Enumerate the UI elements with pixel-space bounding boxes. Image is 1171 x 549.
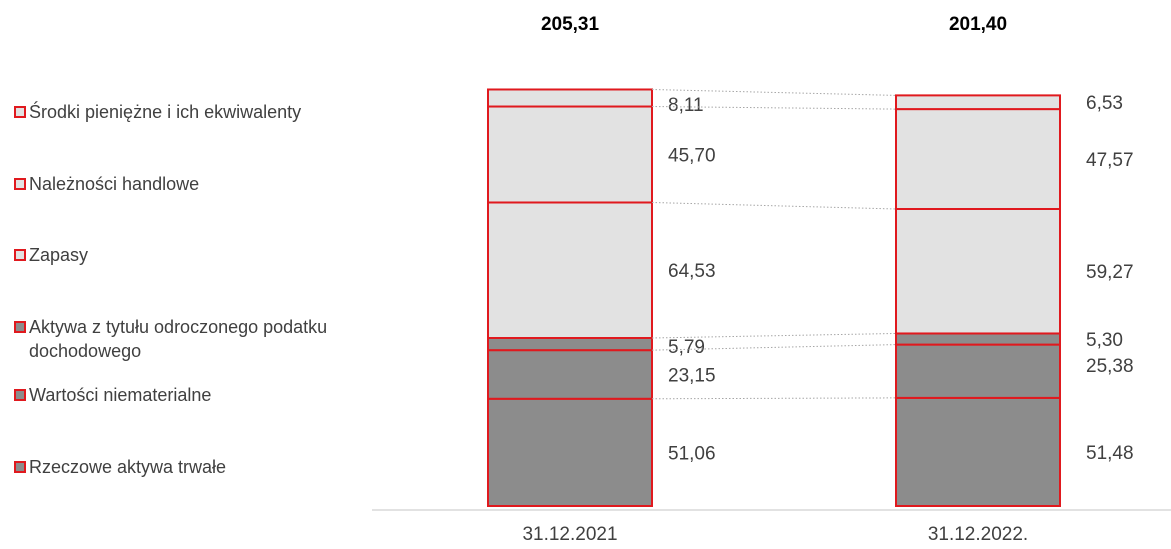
legend-item: Rzeczowe aktywa trwałe — [14, 455, 226, 479]
legend-label: Zapasy — [29, 245, 89, 265]
data-label: 8,11 — [668, 95, 704, 116]
legend-item: Należności handlowe — [14, 172, 199, 196]
data-label: 45,70 — [668, 146, 716, 167]
bar-segment — [487, 105, 653, 204]
data-label: 5,30 — [1086, 330, 1123, 351]
data-label: 23,15 — [668, 365, 716, 386]
connector-line — [651, 332, 897, 339]
legend-swatch — [14, 249, 26, 261]
connector-line — [651, 344, 897, 351]
category-label: 31.12.2021 — [522, 524, 617, 544]
data-label: 51,06 — [668, 443, 716, 464]
connector-line — [651, 106, 897, 110]
bar-segment — [895, 94, 1061, 111]
legend-swatch — [14, 178, 26, 190]
bar-segment — [895, 108, 1061, 210]
data-label: 25,38 — [1086, 356, 1134, 377]
bar-segment — [487, 201, 653, 339]
legend-item: Wartości niematerialne — [14, 383, 211, 407]
total-label: 205,31 — [541, 14, 600, 35]
legend-label: Należności handlowe — [29, 174, 200, 194]
legend-item: Aktywa z tytułu odroczonego podatku doch… — [14, 315, 349, 363]
bar-segment — [895, 396, 1061, 507]
bar-segment — [895, 332, 1061, 346]
legend-label: Środki pieniężne i ich ekwiwalenty — [29, 102, 302, 122]
chart-legend: Środki pieniężne i ich ekwiwalenty Należn… — [14, 0, 374, 544]
connector-line — [651, 88, 897, 96]
connector-line — [651, 201, 897, 210]
total-label: 201,40 — [949, 14, 1007, 35]
data-label: 51,48 — [1086, 443, 1134, 464]
legend-swatch — [14, 461, 26, 473]
bar-segment — [487, 397, 653, 507]
legend-swatch — [14, 321, 26, 333]
legend-swatch — [14, 389, 26, 401]
bar-segment — [487, 88, 653, 108]
bar-segment — [487, 337, 653, 352]
data-label: 59,27 — [1086, 262, 1134, 283]
data-label: 5,79 — [668, 337, 705, 358]
legend-swatch — [14, 106, 26, 118]
bar-segment — [895, 343, 1061, 399]
connector-line — [651, 397, 897, 400]
bar-segment — [487, 349, 653, 400]
legend-item: Środki pieniężne i ich ekwiwalenty — [14, 100, 301, 124]
data-label: 47,57 — [1086, 150, 1134, 171]
legend-label: Aktywa z tytułu odroczonego podatku doch… — [29, 317, 328, 361]
legend-label: Rzeczowe aktywa trwałe — [29, 457, 227, 477]
legend-item: Zapasy — [14, 243, 88, 267]
data-label: 6,53 — [1086, 93, 1123, 114]
legend-label: Wartości niematerialne — [29, 385, 212, 405]
bar-segment — [895, 207, 1061, 335]
data-label: 64,53 — [668, 261, 716, 282]
category-label: 31.12.2022. — [928, 524, 1028, 544]
